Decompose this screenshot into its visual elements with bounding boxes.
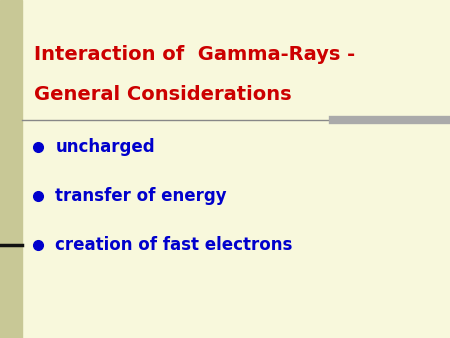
Text: transfer of energy: transfer of energy <box>55 187 227 205</box>
Text: General Considerations: General Considerations <box>34 85 292 104</box>
Text: Interaction of  Gamma-Rays -: Interaction of Gamma-Rays - <box>34 45 355 64</box>
Text: uncharged: uncharged <box>55 138 155 156</box>
Bar <box>0 0 22 338</box>
Text: creation of fast electrons: creation of fast electrons <box>55 236 293 254</box>
